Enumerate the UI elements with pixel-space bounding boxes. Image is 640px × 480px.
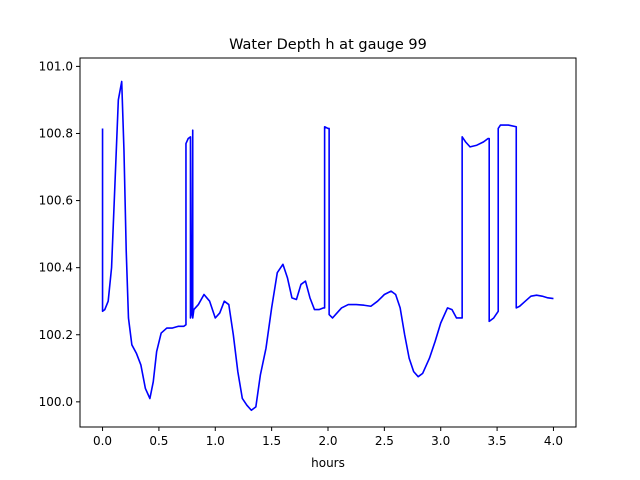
y-tick-label: 100.8 [39,126,73,140]
chart-title: Water Depth h at gauge 99 [229,37,427,53]
x-tick-label: 4.0 [544,434,563,448]
x-tick-label: 3.0 [431,434,450,448]
x-tick-label: 1.0 [206,434,225,448]
x-tick-label: 3.5 [488,434,507,448]
series-layer [101,80,554,412]
series-line-0 [101,80,554,412]
x-tick-label: 2.0 [318,434,337,448]
y-tick-label: 100.6 [39,194,73,208]
x-axis: 0.0 0.5 1.0 1.5 2.0 2.5 3.0 3.5 4.0 [93,427,563,448]
y-tick-label: 101.0 [39,59,73,73]
x-tick-label: 0.0 [93,434,112,448]
y-tick-label: 100.4 [39,261,73,275]
x-tick-label: 2.5 [375,434,394,448]
x-tick-label: 0.5 [149,434,168,448]
y-axis: 100.0 100.2 100.4 100.6 100.8 101.0 [39,59,80,409]
x-tick-label: 1.5 [262,434,281,448]
x-axis-label: hours [311,456,345,470]
y-tick-label: 100.2 [39,328,73,342]
y-tick-label: 100.0 [39,395,73,409]
